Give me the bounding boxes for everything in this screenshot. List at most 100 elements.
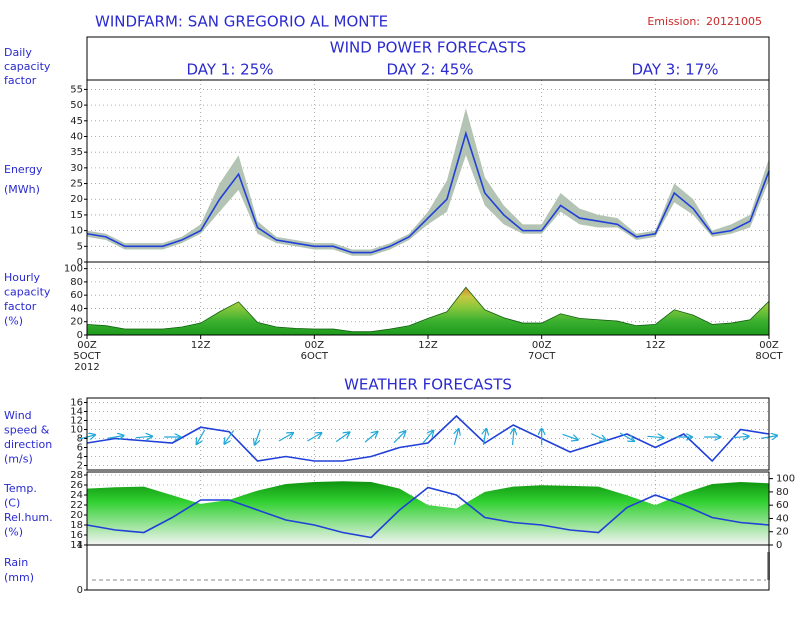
panel-label: (m/s) — [4, 453, 33, 466]
y-tick-label: 14 — [70, 407, 83, 418]
x-tick-label: 12Z — [646, 340, 666, 351]
x-tick-label: 12Z — [191, 340, 211, 351]
y2-tick-label: 80 — [776, 487, 789, 498]
panel-label: Hourly — [4, 271, 41, 284]
panel-frame — [86, 397, 770, 471]
panel-frame — [86, 544, 770, 591]
x-tick-label: 00Z — [305, 340, 325, 351]
days-label: Daily — [4, 46, 32, 59]
y-tick-label: 10 — [70, 226, 83, 237]
panel-label: (mm) — [4, 571, 34, 584]
y-tick-label: 35 — [70, 147, 83, 158]
wind-arrow — [197, 429, 206, 444]
y2-tick-label: 40 — [776, 513, 789, 524]
y-tick-label: 14 — [70, 540, 83, 551]
day-factor: DAY 3: 17% — [631, 61, 718, 79]
y-tick-label: 80 — [70, 277, 83, 288]
wind-arrow — [107, 436, 124, 439]
x-date-label: 8OCT — [755, 351, 783, 362]
y2-tick-label: 20 — [776, 527, 789, 538]
y-tick-label: 4 — [77, 452, 83, 463]
y-tick-label: 50 — [70, 100, 83, 111]
y-tick-label: 20 — [70, 510, 83, 521]
panel-label: (C) — [4, 497, 20, 510]
y-tick-label: 30 — [70, 163, 83, 174]
y-tick-label: 2 — [77, 461, 83, 472]
y-tick-label: 1 — [77, 540, 83, 551]
y-tick-label: 16 — [70, 398, 83, 409]
y-tick-label: 28 — [70, 470, 83, 481]
wind-arrow — [513, 429, 514, 446]
wind-speed-line — [86, 414, 770, 463]
day-factor: DAY 2: 45% — [386, 61, 473, 79]
x-date-label: 6OCT — [301, 351, 329, 362]
x-date-label: 7OCT — [528, 351, 556, 362]
y-tick-label: 5 — [77, 241, 83, 252]
panel-label: factor — [4, 300, 37, 313]
x-tick-label: 00Z — [77, 340, 97, 351]
panel-label: (MWh) — [4, 183, 40, 196]
panel-label: (%) — [4, 315, 23, 328]
y-tick-label: 15 — [70, 210, 83, 221]
energy-line — [86, 130, 770, 254]
days-label: factor — [4, 74, 37, 87]
y-tick-label: 45 — [70, 116, 83, 127]
y-tick-label: 10 — [70, 425, 83, 436]
emission-label: Emission: — [647, 15, 700, 28]
y-tick-label: 100 — [64, 264, 83, 275]
y-tick-label: 22 — [70, 500, 83, 511]
humidity-area — [87, 481, 769, 545]
wind-arrow — [619, 432, 634, 441]
panel-label: direction — [4, 438, 52, 451]
y-tick-label: 26 — [70, 480, 83, 491]
weather-title: WEATHER FORECASTS — [344, 376, 512, 394]
panel-label: Energy — [4, 163, 43, 176]
wind-arrow — [335, 432, 349, 443]
panel-label: speed & — [4, 424, 50, 437]
y-tick-label: 20 — [70, 317, 83, 328]
x-year-label: 2012 — [74, 362, 99, 373]
x-date-label: 5OCT — [73, 351, 101, 362]
panel-label: Temp. — [3, 482, 37, 495]
days-label: capacity — [4, 60, 51, 73]
panel-label: Rel.hum. — [4, 511, 53, 524]
y-tick-label: 16 — [70, 530, 83, 541]
y-tick-label: 40 — [70, 131, 83, 142]
y-tick-label: 60 — [70, 290, 83, 301]
wind-arrow — [278, 433, 293, 442]
temperature-line — [86, 486, 770, 539]
y-tick-label: 0 — [77, 585, 83, 596]
wind-arrow — [647, 436, 663, 437]
wind-arrow — [135, 436, 152, 437]
wind-arrow — [483, 429, 486, 445]
capacity-area — [86, 286, 770, 336]
main-title: WINDFARM: SAN GREGORIO AL MONTE — [95, 13, 388, 31]
y-tick-label: 0 — [77, 330, 83, 341]
panel-label: Rain — [4, 556, 28, 569]
day-factor: DAY 1: 25% — [186, 61, 273, 79]
wind-arrow — [422, 431, 433, 444]
x-tick-label: 00Z — [532, 340, 552, 351]
y-tick-label: 55 — [70, 84, 83, 95]
y2-tick-label: 0 — [776, 540, 782, 551]
wind-arrow — [590, 433, 606, 441]
wind-arrow — [454, 429, 458, 445]
y-tick-label: 40 — [70, 303, 83, 314]
y2-tick-label: 100 — [776, 474, 795, 485]
y-tick-label: 20 — [70, 194, 83, 205]
power-title: WIND POWER FORECASTS — [330, 39, 526, 57]
wind-arrow — [364, 432, 377, 443]
y-tick-label: 24 — [70, 490, 83, 501]
wind-arrow — [562, 433, 578, 439]
y2-tick-label: 60 — [776, 500, 789, 511]
wind-arrow — [393, 431, 405, 444]
panel-label: Wind — [4, 409, 32, 422]
wind-arrow — [307, 433, 321, 442]
y-tick-label: 18 — [70, 520, 83, 531]
panel-label: capacity — [4, 286, 51, 299]
y-tick-label: 25 — [70, 179, 83, 190]
emission-date: 20121005 — [706, 15, 762, 28]
y-tick-label: 6 — [77, 443, 83, 454]
x-tick-label: 00Z — [759, 340, 779, 351]
